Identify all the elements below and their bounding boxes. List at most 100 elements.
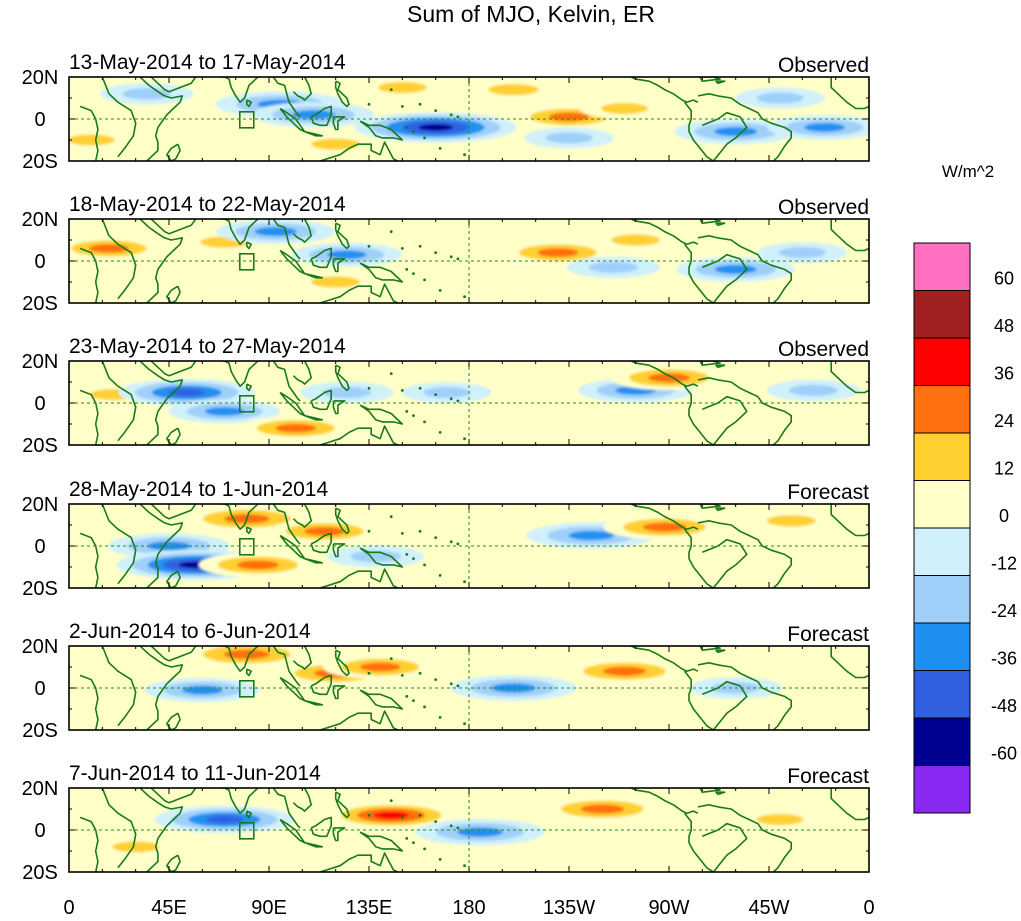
colorbar-label: 12 xyxy=(994,459,1014,479)
island xyxy=(463,153,466,157)
coastline xyxy=(319,852,399,872)
island xyxy=(449,113,453,117)
highlight-box xyxy=(238,821,255,840)
anomaly-contour xyxy=(418,124,454,131)
coastline xyxy=(272,77,301,118)
coastline xyxy=(699,219,721,224)
island xyxy=(423,136,426,140)
island xyxy=(438,431,442,434)
latitude-tick-label: 20N xyxy=(22,778,59,800)
coastline xyxy=(715,222,726,227)
coastline xyxy=(292,219,312,243)
island xyxy=(405,553,409,556)
coastline xyxy=(166,143,181,161)
coastline xyxy=(139,77,184,161)
island xyxy=(449,540,453,544)
coastline xyxy=(683,385,714,445)
anomaly-contour xyxy=(611,234,661,246)
panel-status: Forecast xyxy=(787,765,869,788)
longitude-tick-label: 90E xyxy=(251,897,287,919)
coastline xyxy=(139,219,184,303)
island xyxy=(400,389,404,392)
island xyxy=(400,247,404,250)
coastline xyxy=(304,130,324,137)
latitude-tick-label: 0 xyxy=(34,678,45,700)
colorbar-swatch xyxy=(913,717,971,766)
coastline xyxy=(139,788,184,872)
latitude-tick-label: 20N xyxy=(22,209,59,231)
colorbar-swatch xyxy=(913,575,971,624)
anomaly-contour xyxy=(580,804,624,814)
coastline xyxy=(702,538,748,588)
coastline xyxy=(292,77,312,101)
coastline xyxy=(79,247,99,303)
colorbar-swatch xyxy=(913,527,971,576)
island xyxy=(412,414,415,417)
coastline xyxy=(830,219,869,252)
coastline xyxy=(246,383,252,392)
coastline xyxy=(332,827,346,842)
coastline xyxy=(246,526,252,535)
latitude-tick-label: 20S xyxy=(22,435,58,457)
coastline xyxy=(292,361,312,385)
anomaly-contour xyxy=(322,386,372,399)
coastline xyxy=(332,400,346,415)
map-panel: 13-May-2014 to 17-May-2014 Observed 20N 0 20… xyxy=(22,51,870,173)
anomaly-contour xyxy=(147,541,191,551)
island xyxy=(438,147,442,150)
island xyxy=(456,542,460,546)
coastline xyxy=(699,646,721,651)
island xyxy=(389,88,393,91)
coastline xyxy=(332,258,346,273)
island xyxy=(412,841,415,844)
island xyxy=(418,386,422,390)
anomaly-contour xyxy=(311,138,361,150)
island xyxy=(449,682,453,686)
anomaly-contour xyxy=(488,83,539,96)
coastline xyxy=(79,674,99,730)
island xyxy=(434,393,438,396)
latitude-tick-label: 0 xyxy=(34,251,45,273)
island xyxy=(412,272,415,275)
latitude-tick-label: 20S xyxy=(22,293,58,315)
anomaly-contour xyxy=(648,373,690,383)
coastline xyxy=(697,93,792,161)
island xyxy=(418,244,422,248)
map-plot-area xyxy=(68,787,870,873)
coastline xyxy=(166,285,181,303)
coastline xyxy=(702,680,748,730)
coastline xyxy=(630,646,699,672)
anomaly-contour xyxy=(204,407,245,416)
island xyxy=(434,109,438,112)
coastline xyxy=(702,822,748,872)
longitude-tick-label: 90W xyxy=(648,897,689,919)
island xyxy=(412,130,415,133)
longitude-tick-label: 0 xyxy=(863,897,874,919)
island xyxy=(434,678,438,681)
coastline xyxy=(246,241,252,250)
latitude-tick-label: 0 xyxy=(34,393,45,415)
longitude-tick-label: 0 xyxy=(63,897,74,919)
island xyxy=(389,657,393,660)
coastline xyxy=(359,689,404,710)
map-plot-area xyxy=(68,645,870,731)
coastline xyxy=(683,243,714,303)
coastline xyxy=(139,361,184,445)
coastline xyxy=(334,791,350,819)
coastline xyxy=(220,219,259,245)
longitude-tick-label: 180 xyxy=(452,897,485,919)
island xyxy=(389,799,393,802)
panel-status: Observed xyxy=(778,54,869,77)
colorbar-swatch xyxy=(913,480,971,529)
coastline xyxy=(699,77,721,82)
island xyxy=(434,251,438,254)
colorbar-label: -48 xyxy=(991,696,1017,716)
island xyxy=(449,255,453,259)
latitude-tick-label: 0 xyxy=(34,820,45,842)
anomaly-contour xyxy=(714,127,758,137)
anomaly-contour xyxy=(756,92,804,104)
coastline xyxy=(79,816,99,872)
island xyxy=(423,705,426,709)
highlight-box xyxy=(238,110,255,129)
island xyxy=(405,837,409,840)
